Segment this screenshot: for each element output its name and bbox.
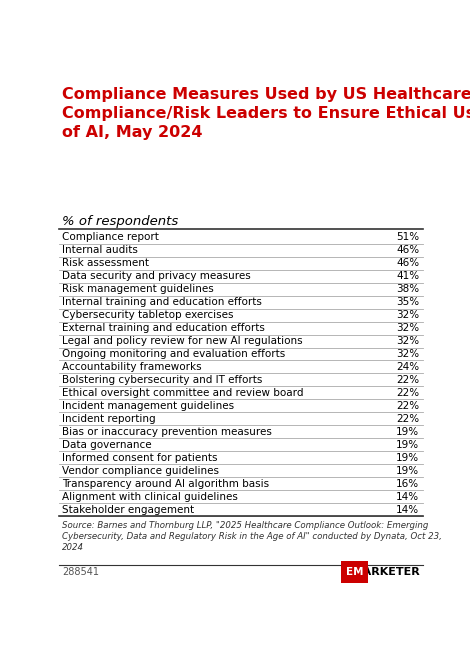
Text: EM: EM (346, 567, 363, 577)
Text: 19%: 19% (396, 453, 419, 463)
Text: 22%: 22% (396, 401, 419, 411)
FancyBboxPatch shape (341, 561, 368, 583)
Text: 46%: 46% (396, 258, 419, 268)
Text: Risk assessment: Risk assessment (63, 258, 149, 268)
Text: 14%: 14% (396, 491, 419, 501)
Text: Data governance: Data governance (63, 440, 152, 450)
Text: 32%: 32% (396, 323, 419, 333)
Text: Accountability frameworks: Accountability frameworks (63, 362, 202, 372)
Text: Ethical oversight committee and review board: Ethical oversight committee and review b… (63, 388, 304, 398)
Text: 16%: 16% (396, 479, 419, 489)
Text: 14%: 14% (396, 505, 419, 515)
Text: Alignment with clinical guidelines: Alignment with clinical guidelines (63, 491, 238, 501)
Text: Internal audits: Internal audits (63, 245, 138, 255)
Text: 32%: 32% (396, 349, 419, 359)
Text: Informed consent for patients: Informed consent for patients (63, 453, 218, 463)
Text: Bolstering cybersecurity and IT efforts: Bolstering cybersecurity and IT efforts (63, 375, 263, 385)
Text: 288541: 288541 (63, 567, 99, 577)
Text: External training and education efforts: External training and education efforts (63, 323, 265, 333)
Text: 32%: 32% (396, 336, 419, 346)
Text: Data security and privacy measures: Data security and privacy measures (63, 271, 251, 281)
Text: Internal training and education efforts: Internal training and education efforts (63, 297, 262, 307)
Text: 51%: 51% (396, 232, 419, 242)
Text: 19%: 19% (396, 440, 419, 450)
Text: Incident reporting: Incident reporting (63, 414, 156, 424)
Text: 22%: 22% (396, 388, 419, 398)
Text: Ongoing monitoring and evaluation efforts: Ongoing monitoring and evaluation effort… (63, 349, 286, 359)
Text: Compliance report: Compliance report (63, 232, 159, 242)
Text: Bias or inaccuracy prevention measures: Bias or inaccuracy prevention measures (63, 427, 272, 437)
Text: % of respondents: % of respondents (63, 215, 179, 229)
Text: 22%: 22% (396, 375, 419, 385)
Text: 38%: 38% (396, 284, 419, 294)
Text: 35%: 35% (396, 297, 419, 307)
Text: 19%: 19% (396, 465, 419, 475)
Text: 32%: 32% (396, 310, 419, 320)
Text: Cybersecurity tabletop exercises: Cybersecurity tabletop exercises (63, 310, 234, 320)
Text: 24%: 24% (396, 362, 419, 372)
Text: 41%: 41% (396, 271, 419, 281)
Text: Vendor compliance guidelines: Vendor compliance guidelines (63, 465, 219, 475)
Text: Incident management guidelines: Incident management guidelines (63, 401, 235, 411)
Text: Transparency around AI algorithm basis: Transparency around AI algorithm basis (63, 479, 269, 489)
Text: 22%: 22% (396, 414, 419, 424)
Text: Legal and policy review for new AI regulations: Legal and policy review for new AI regul… (63, 336, 303, 346)
Text: Risk management guidelines: Risk management guidelines (63, 284, 214, 294)
Text: Stakeholder engagement: Stakeholder engagement (63, 505, 195, 515)
Text: Source: Barnes and Thornburg LLP, "2025 Healthcare Compliance Outlook: Emerging
: Source: Barnes and Thornburg LLP, "2025 … (63, 521, 442, 553)
Text: Compliance Measures Used by US Healthcare
Compliance/Risk Leaders to Ensure Ethi: Compliance Measures Used by US Healthcar… (63, 88, 470, 140)
Text: 19%: 19% (396, 427, 419, 437)
Text: EMARKETER: EMARKETER (344, 567, 419, 577)
Text: 46%: 46% (396, 245, 419, 255)
